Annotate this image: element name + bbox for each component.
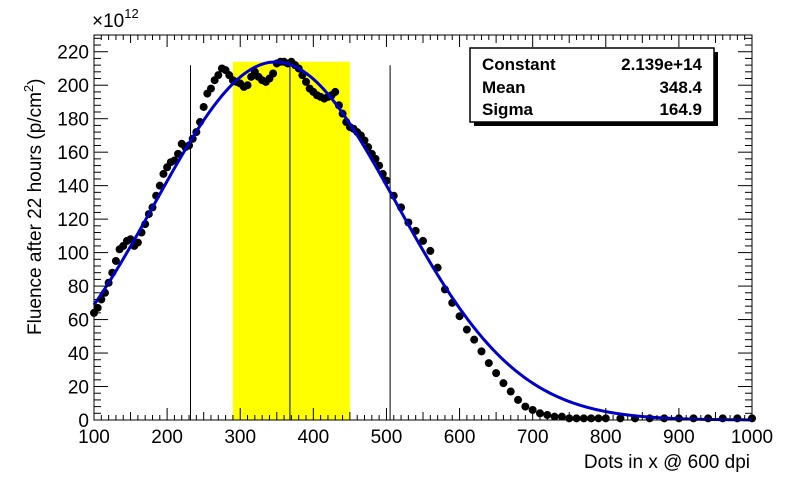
y-tick-label: 0 (78, 411, 89, 432)
data-point (206, 84, 215, 93)
data-point (331, 87, 340, 96)
x-tick-label: 500 (371, 427, 403, 448)
y-tick-label: 140 (57, 177, 89, 198)
data-point (470, 335, 479, 344)
highlight-band (232, 61, 350, 421)
data-point (426, 246, 435, 255)
stats-sigma-label: Sigma (482, 100, 534, 119)
data-point (419, 236, 427, 245)
x-tick-label: 800 (590, 427, 622, 448)
data-point (243, 81, 252, 90)
data-point (462, 325, 471, 334)
y-axis-label-tail: ) (25, 79, 46, 85)
x-tick-label: 600 (444, 427, 476, 448)
data-point (302, 77, 311, 86)
stats-constant-label: Constant (482, 55, 556, 74)
data-point (543, 410, 552, 419)
x-tick-label: 400 (297, 427, 329, 448)
data-point (535, 409, 544, 418)
y-axis-ticks: 0 20 40 60 80 100 120 140 160 180 200 220 (57, 37, 752, 432)
y-tick-label: 200 (57, 76, 89, 97)
stats-sigma-value: 164.9 (659, 100, 702, 119)
data-point (484, 359, 493, 368)
y-tick-label: 40 (68, 344, 89, 365)
y-axis-label-sup: 2 (21, 85, 36, 92)
y-tick-label: 120 (57, 210, 89, 231)
x-tick-label: 200 (151, 427, 183, 448)
y-axis-label-main: Fluence after 22 hours (p/cm (25, 92, 46, 335)
data-point (111, 256, 120, 265)
data-point (492, 369, 501, 378)
data-point (269, 69, 278, 78)
highlight-band-layer (232, 61, 350, 421)
data-point (499, 379, 508, 388)
stats-constant-value: 2.139e+14 (621, 55, 702, 74)
data-point (521, 402, 530, 411)
stats-box-frame (469, 47, 715, 123)
data-point (514, 395, 523, 404)
x-tick-label: 900 (663, 427, 695, 448)
data-point (455, 312, 464, 321)
stats-mean-value: 348.4 (659, 78, 702, 97)
y-tick-label: 20 (68, 378, 89, 399)
stats-mean-label: Mean (482, 78, 525, 97)
data-point (477, 347, 486, 356)
data-point (506, 387, 515, 396)
vertical-lines-layer (190, 65, 391, 420)
data-point (199, 102, 208, 111)
y-tick-label: 180 (57, 110, 89, 131)
y-tick-label: 80 (68, 277, 89, 298)
y-axis-label: Fluence after 22 hours (p/cm2) (21, 79, 46, 335)
x-tick-label: 100 (78, 427, 110, 448)
x-tick-label: 1000 (731, 427, 773, 448)
data-point (214, 71, 223, 80)
data-point (159, 169, 168, 178)
x-tick-label: 300 (224, 427, 256, 448)
y-tick-label: 220 (57, 43, 89, 64)
y-tick-label: 60 (68, 311, 89, 332)
y-multiplier-label: ×1012 (92, 6, 139, 32)
data-point (133, 238, 142, 247)
x-axis-label: Dots in x @ 600 dpi (584, 452, 750, 473)
x-axis-ticks: 100 200 300 400 500 600 700 800 900 1000 (78, 35, 773, 448)
y-tick-label: 160 (57, 143, 89, 164)
x-tick-label: 700 (517, 427, 549, 448)
y-multiplier-base: ×10 (92, 11, 124, 32)
fit-stats-box: Constant 2.139e+14 Mean 348.4 Sigma 164.… (469, 47, 718, 126)
y-tick-label: 100 (57, 244, 89, 265)
y-multiplier-exponent: 12 (124, 6, 138, 21)
